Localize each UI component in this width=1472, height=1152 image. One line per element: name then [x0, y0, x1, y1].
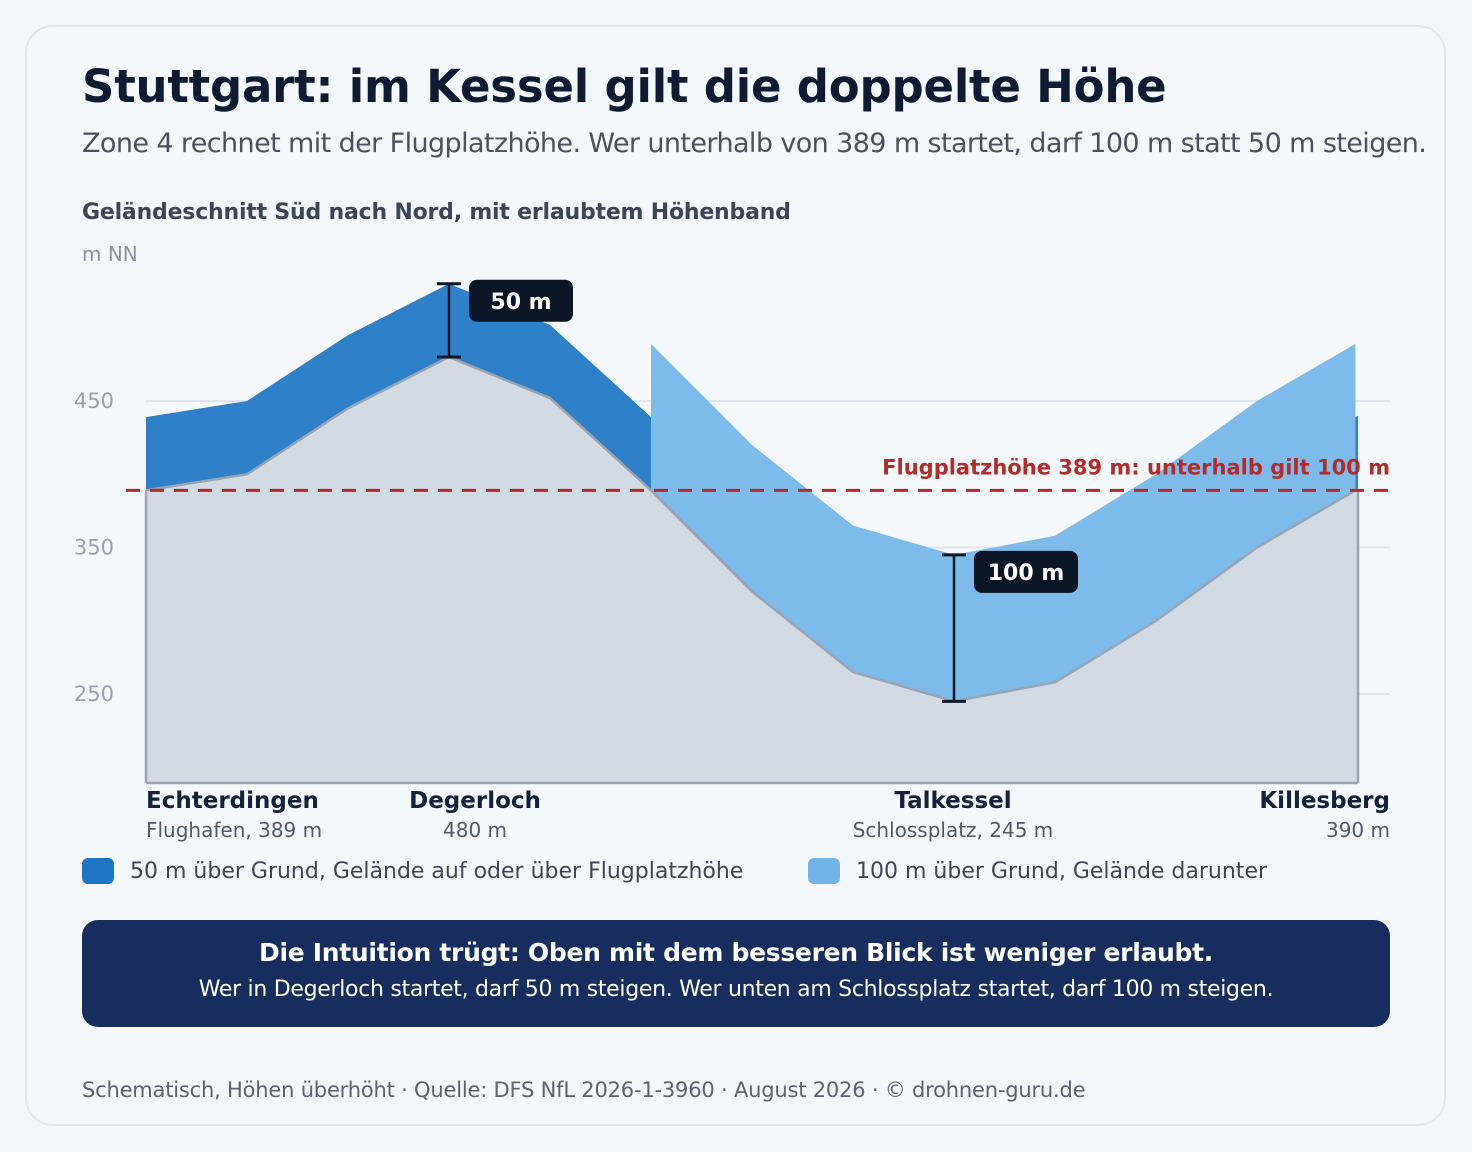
place-name: Echterdingen	[146, 788, 319, 814]
measure-label: 50 m	[490, 290, 551, 315]
y-tick-label: 250	[74, 682, 114, 706]
banner-text: Wer in Degerloch startet, darf 50 m stei…	[198, 977, 1274, 1002]
terrain-chart: 250 350 450 Flugplatzhöhe 389 m: unterhalb …	[74, 279, 1390, 785]
measure-badge	[469, 279, 573, 322]
legend-swatch	[82, 858, 114, 884]
place-degerloch: Degerloch 480 m	[409, 788, 541, 842]
band-50m-area	[146, 283, 651, 491]
y-tick-label: 450	[74, 389, 114, 413]
legend-item-100m: 100 m über Grund, Gelände darunter	[808, 858, 1267, 884]
banner-headline: Die Intuition trügt: Oben mit dem besser…	[259, 938, 1213, 967]
place-detail: 480 m	[442, 818, 508, 842]
footer-source: Schematisch, Höhen überhöht · Quelle: DF…	[82, 1078, 1086, 1102]
place-detail: Flughafen, 389 m	[146, 818, 323, 842]
y-axis-unit: m NN	[82, 242, 138, 266]
terrain-line	[145, 355, 1359, 703]
measure-badge	[974, 550, 1078, 593]
measure-label: 100 m	[988, 561, 1065, 586]
legend-item-50m: 50 m über Grund, Gelände auf oder über F…	[82, 858, 743, 884]
place-echterdingen: Echterdingen Flughafen, 389 m	[146, 788, 322, 842]
legend-label: 100 m über Grund, Gelände darunter	[856, 858, 1268, 884]
place-talkessel: Talkessel Schlossplatz, 245 m	[853, 788, 1054, 842]
terrain-area	[146, 357, 1358, 783]
place-name: Degerloch	[409, 788, 541, 814]
band-50m-area	[1355, 415, 1358, 491]
place-name: Killesberg	[1259, 788, 1390, 814]
page-title: Stuttgart: im Kessel gilt die doppelte H…	[82, 60, 1167, 113]
band-100m-area	[651, 343, 1356, 702]
key-insight-banner: Die Intuition trügt: Oben mit dem besser…	[82, 920, 1390, 1027]
legend-label: 50 m über Grund, Gelände auf oder über F…	[130, 858, 744, 884]
place-detail: Schlossplatz, 245 m	[852, 818, 1054, 842]
chart-title: Geländeschnitt Süd nach Nord, mit erlaub…	[82, 200, 791, 225]
place-detail: 390 m	[1325, 818, 1390, 842]
page-subtitle: Zone 4 rechnet mit der Flugplatzhöhe. We…	[82, 128, 1427, 159]
legend-swatch	[808, 858, 840, 884]
y-tick-label: 350	[74, 536, 114, 560]
place-name: Talkessel	[894, 788, 1012, 814]
place-killesberg: Killesberg 390 m	[1259, 788, 1390, 842]
reference-line-label: Flugplatzhöhe 389 m: unterhalb gilt 100 …	[882, 455, 1390, 479]
